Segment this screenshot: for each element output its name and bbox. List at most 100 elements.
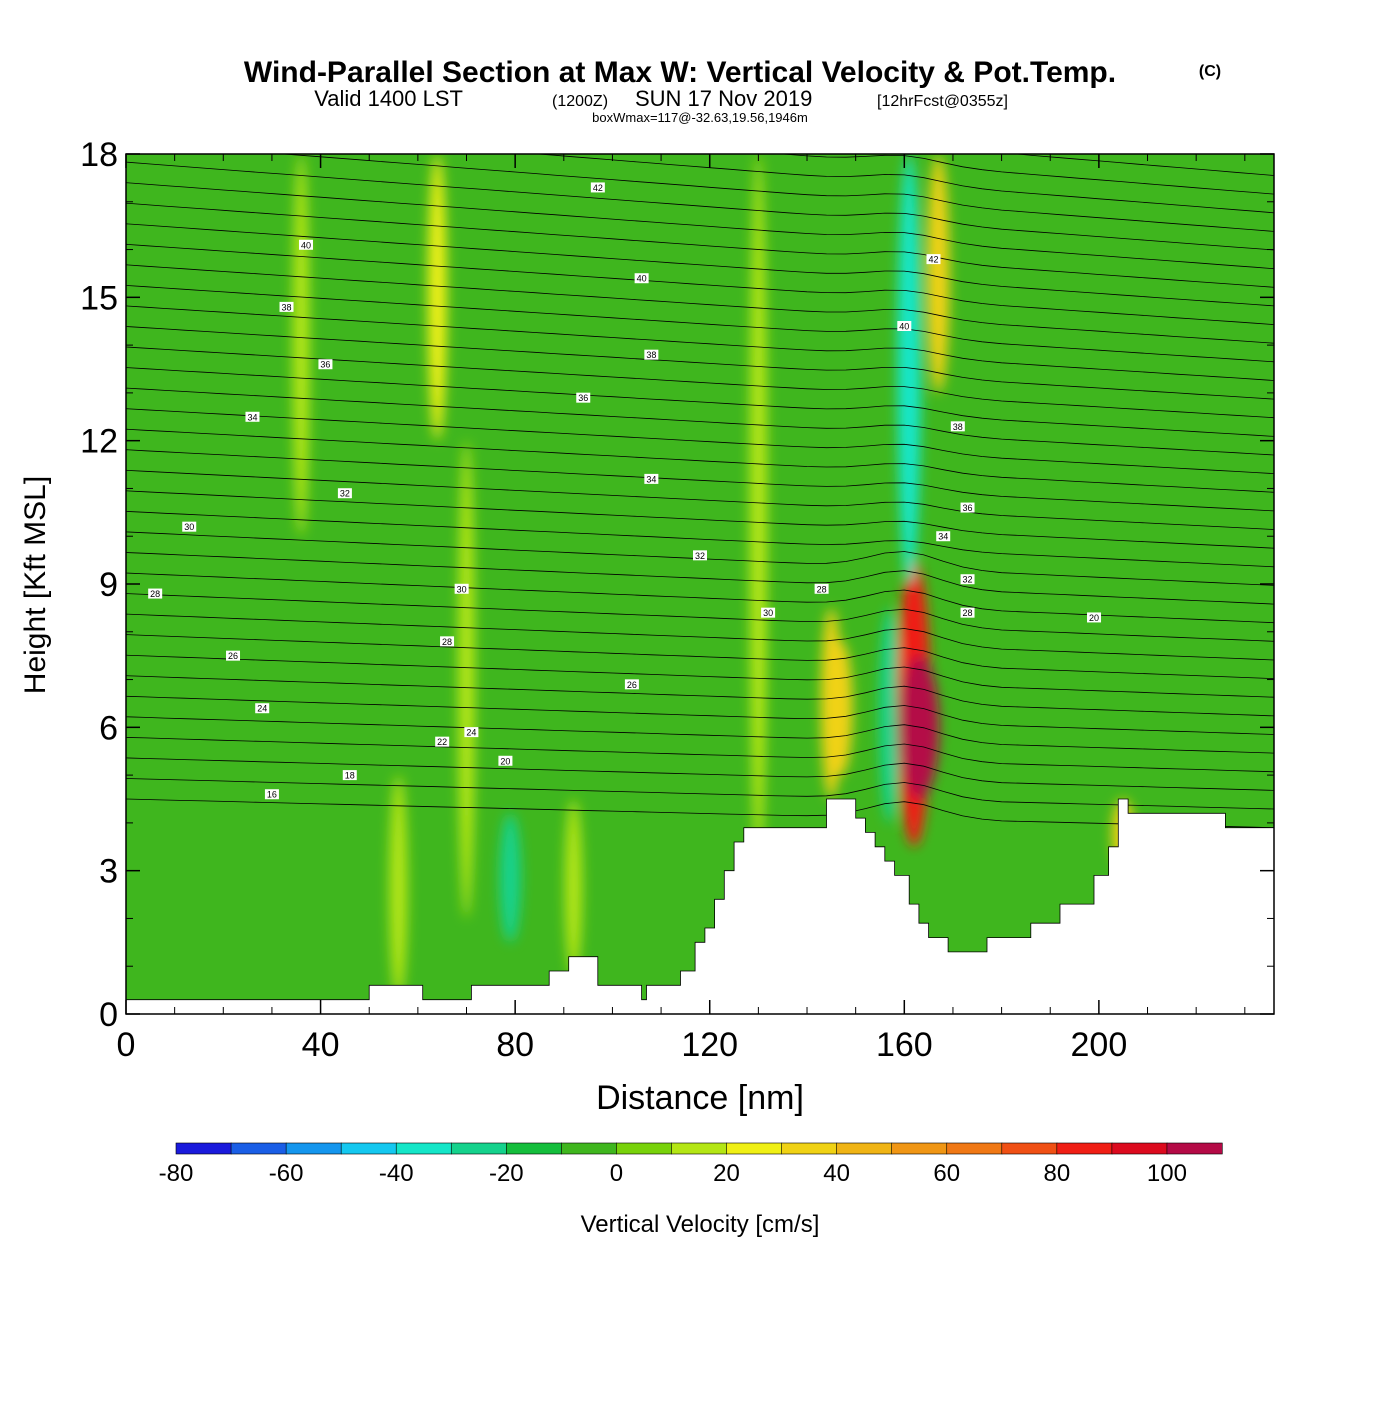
contour-label: 30	[761, 607, 776, 618]
colorbar-tick-label: -40	[379, 1160, 414, 1187]
contour-label-text: 28	[963, 608, 973, 618]
theta-contour-line	[126, 264, 1274, 344]
x-tick-label: 120	[681, 1026, 738, 1064]
theta-contour-line	[777, 154, 1274, 195]
velocity-band	[897, 154, 921, 584]
colorbar-segment	[1166, 1142, 1223, 1155]
colorbar-segment	[671, 1142, 728, 1155]
contour-label-text: 34	[938, 532, 948, 542]
y-tick-label: 3	[99, 853, 118, 891]
contour-label: 34	[245, 411, 260, 422]
contour-label: 28	[148, 588, 163, 599]
colorbar-tick-label: 100	[1147, 1160, 1187, 1187]
colorbar-segment	[285, 1142, 342, 1155]
contour-label: 38	[644, 349, 659, 360]
velocity-field	[292, 154, 1135, 1000]
forecast-label: [12hrFcst@0355z]	[877, 93, 1008, 110]
contour-label: 38	[279, 301, 294, 312]
colorbar-segment	[230, 1142, 287, 1155]
y-tick-label: 9	[99, 566, 118, 604]
contour-label-text: 30	[457, 584, 467, 594]
theta-contour-line	[126, 243, 1274, 325]
theta-contour-line	[126, 408, 1274, 474]
contour-label: 42	[926, 254, 941, 265]
theta-contour-line	[126, 326, 1274, 400]
theta-contour-line	[126, 428, 1274, 493]
colorbar-label: Vertical Velocity [cm/s]	[581, 1211, 820, 1238]
contour-label-text: 28	[442, 637, 452, 647]
plot-area: 42 40 40 38 38 36 36 34 34 32 32 30 30 30 28 28 28 26 26 24…	[126, 154, 1274, 1014]
contour-label: 30	[454, 583, 469, 594]
theta-contour-line	[126, 202, 1274, 288]
theta-contour-line	[126, 182, 1274, 270]
contour-label: 36	[318, 359, 333, 370]
velocity-band	[564, 799, 583, 976]
theta-contour-line	[126, 634, 1274, 679]
theta-contour-line	[126, 716, 1274, 754]
valid-utc: (1200Z)	[552, 93, 608, 110]
contour-label: 32	[337, 488, 352, 499]
colorbar-tick-label: 60	[933, 1160, 960, 1187]
contour-label-text: 24	[466, 728, 476, 738]
y-tick-label: 18	[80, 136, 118, 174]
terrain-mask	[126, 798, 1274, 1014]
contour-label: 20	[1087, 612, 1102, 623]
theta-contour-line	[126, 449, 1274, 512]
contour-label-text: 22	[437, 737, 447, 747]
theta-contour-line	[126, 367, 1274, 437]
contour-label-text: 20	[500, 756, 510, 766]
colorbar-segment	[395, 1142, 452, 1155]
contour-label: 36	[576, 392, 591, 403]
x-axis-label: Distance [nm]	[596, 1079, 804, 1117]
theta-contour-line	[126, 161, 1274, 251]
theta-contour-line	[126, 469, 1274, 530]
colorbar-tick-label: -20	[489, 1160, 524, 1187]
contour-label-text: 40	[637, 274, 647, 284]
theta-contour-line	[126, 757, 1274, 791]
contour-label: 40	[634, 273, 649, 284]
contour-label: 40	[897, 321, 912, 332]
contour-label: 36	[960, 502, 975, 513]
contour-label-text: 28	[150, 589, 160, 599]
theta-contour-line	[126, 552, 1274, 605]
theta-contour-line	[533, 154, 1274, 214]
colorbar-segment	[340, 1142, 397, 1155]
x-tick-label: 0	[117, 1026, 136, 1064]
contour-label-text: 30	[184, 522, 194, 532]
colorbar-segment	[1111, 1142, 1168, 1155]
contour-label-text: 40	[899, 322, 909, 332]
contour-label-text: 32	[695, 551, 705, 561]
contour-label-text: 38	[646, 350, 656, 360]
theta-contours	[126, 154, 1274, 829]
y-tick-label: 6	[99, 709, 118, 747]
colorbar-segment	[450, 1142, 507, 1155]
copyright-mark: (C)	[1199, 63, 1221, 80]
contour-label: 28	[440, 636, 455, 647]
contour-label-text: 36	[320, 360, 330, 370]
contour-label-text: 24	[257, 704, 267, 714]
contour-label-text: 34	[646, 474, 656, 484]
theta-contour-line	[126, 346, 1274, 419]
colorbar-tick-label: 40	[823, 1160, 850, 1187]
contour-label: 22	[435, 736, 450, 747]
theta-contour-labels: 42 40 40 38 38 36 36 34 34 32 32 30 30 30 28 28 28 26 26 24…	[148, 182, 1102, 800]
colorbar-tick-label: 80	[1043, 1160, 1070, 1187]
colorbar-segment	[836, 1142, 893, 1155]
colorbar-segment	[946, 1142, 1003, 1155]
contour-label: 28	[960, 607, 975, 618]
plot-background	[126, 154, 1274, 1014]
theta-contour-line	[126, 675, 1274, 717]
theta-contour-line	[126, 798, 1274, 829]
colorbar-segment	[781, 1142, 838, 1155]
contour-label-text: 36	[578, 393, 588, 403]
velocity-band	[427, 154, 447, 441]
contour-label: 34	[936, 531, 951, 542]
velocity-band	[749, 154, 768, 871]
colorbar-tick-label: -60	[269, 1160, 304, 1187]
x-tick-label: 200	[1071, 1026, 1128, 1064]
colorbar-segment	[175, 1142, 232, 1155]
velocity-band	[879, 607, 901, 823]
velocity-band	[499, 813, 521, 943]
